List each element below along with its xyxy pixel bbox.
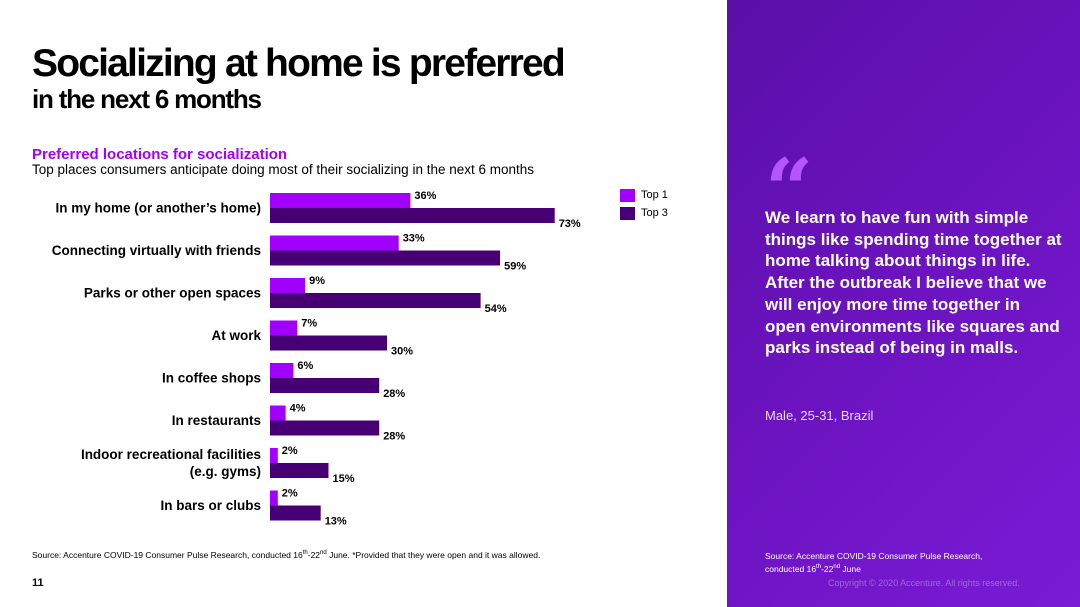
bar-top1 [270, 363, 294, 378]
source-note-prefix: Source: Accenture COVID-19 Consumer Puls… [32, 550, 303, 560]
category-label: In bars or clubs [160, 498, 261, 513]
bar-top3 [270, 293, 481, 308]
source-note-sup1: th [302, 550, 308, 557]
data-label-top3: 30% [391, 346, 413, 358]
quote-text: We learn to have fun with simple things … [765, 208, 1062, 358]
bar-top1 [270, 320, 298, 336]
source-note-mid: -22 [307, 550, 321, 560]
quote-mark-icon: “ [765, 140, 814, 239]
bar-top3 [270, 335, 387, 351]
bar-top1 [270, 490, 278, 506]
category-label: At work [211, 328, 261, 343]
quote-panel: “ We learn to have fun with simple thing… [727, 0, 1080, 607]
source-note: Source: Accenture COVID-19 Consumer Puls… [32, 550, 540, 560]
data-label-top1: 7% [301, 318, 317, 330]
quote-attribution: Male, 25-31, Brazil [765, 408, 874, 423]
category-label: Connecting virtually with friends [52, 243, 261, 258]
category-label: In my home (or another’s home) [55, 201, 261, 216]
quote-source-suffix: June [840, 563, 861, 574]
data-label-top3: 73% [559, 218, 581, 230]
category-label: Indoor recreational facilities [81, 447, 261, 462]
source-note-suffix: June. *Provided that they were open and … [326, 550, 541, 560]
data-label-top3: 15% [333, 473, 355, 485]
bar-top1 [270, 193, 411, 208]
quote-source-line1: Source: Accenture COVID-19 Consumer Puls… [765, 551, 983, 561]
quote-source-sup1: th [816, 564, 822, 570]
category-label: In restaurants [172, 413, 261, 428]
chart-legend: Top 1 Top 3 [620, 186, 668, 222]
category-label: Parks or other open spaces [84, 286, 261, 301]
bar-top1 [270, 405, 286, 421]
legend-label-top3: Top 3 [641, 207, 668, 219]
bar-top3 [270, 505, 321, 521]
quote-source-note: Source: Accenture COVID-19 Consumer Puls… [765, 551, 1055, 575]
data-label-top1: 2% [282, 445, 298, 457]
data-label-top3: 28% [383, 431, 405, 443]
quote-source-sup2: nd [833, 564, 841, 570]
data-label-top1: 6% [297, 360, 313, 372]
data-label-top3: 54% [485, 303, 507, 315]
legend-label-top1: Top 1 [641, 189, 668, 201]
data-label-top3: 59% [504, 261, 526, 273]
chart-title: Preferred locations for socialization [32, 146, 288, 163]
legend-item-top1: Top 1 [620, 186, 668, 204]
legend-swatch-top1 [620, 188, 635, 202]
slide-title: Socializing at home is preferred [32, 42, 566, 85]
source-note-sup2: nd [320, 550, 327, 557]
page-number: 11 [32, 577, 44, 589]
bar-top3 [270, 250, 501, 266]
bar-top3 [270, 208, 555, 223]
category-label: In coffee shops [162, 371, 261, 386]
left-content-panel: Socializing at home is preferred in the … [32, 42, 668, 589]
data-label-top1: 4% [290, 403, 306, 415]
data-label-top3: 13% [325, 516, 347, 526]
category-label: (e.g. gyms) [190, 464, 261, 479]
bar-chart: In my home (or another’s home) 36% 73% Conn… [52, 190, 581, 526]
bar-top1 [270, 278, 306, 293]
copyright-notice: Copyright © 2020 Accenture. All rights r… [828, 578, 1020, 588]
bar-top3 [270, 463, 329, 478]
legend-swatch-top3 [620, 206, 635, 220]
data-label-top3: 28% [383, 388, 405, 400]
quote-source-mid: -22 [821, 563, 834, 574]
quote-source-prefix: conducted 16 [765, 563, 817, 574]
bar-top1 [270, 235, 399, 251]
data-label-top1: 9% [309, 275, 325, 287]
chart-subtitle: Top places consumers anticipate doing mo… [32, 162, 535, 177]
slide-title-line2: in the next 6 months [32, 84, 262, 114]
bar-top3 [270, 420, 380, 436]
data-label-top1: 36% [414, 190, 436, 202]
data-label-top1: 33% [403, 233, 425, 245]
bar-top1 [270, 448, 278, 463]
bar-top3 [270, 378, 380, 393]
legend-item-top3: Top 3 [620, 204, 668, 222]
quote-source-line2: conducted 16th-22nd June [765, 562, 1055, 575]
data-label-top1: 2% [282, 488, 298, 500]
